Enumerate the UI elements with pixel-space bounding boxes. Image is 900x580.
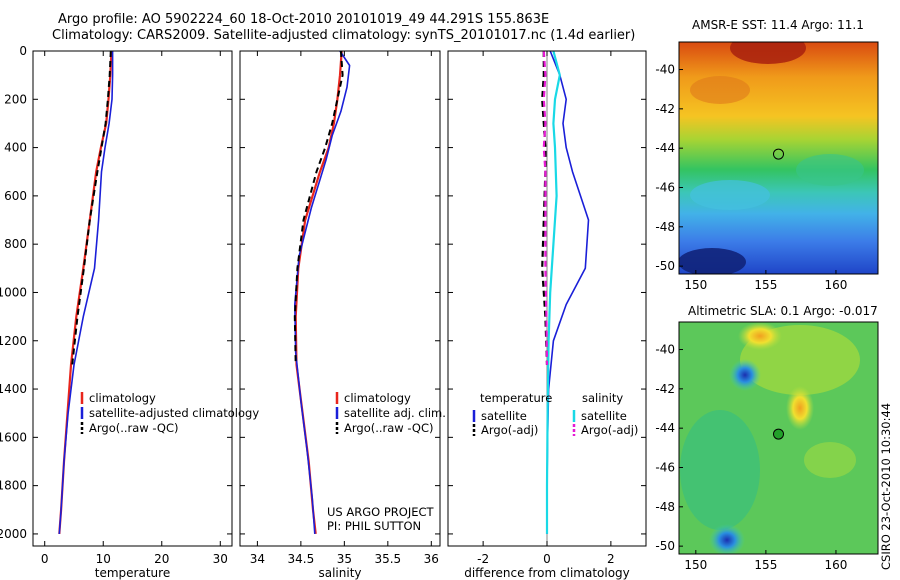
sla-high-eddy	[738, 322, 782, 350]
x-tick-label: 160	[825, 278, 848, 292]
y-tick-label: -42	[655, 382, 675, 396]
x-tick-label: 10	[96, 552, 111, 566]
argo-position-marker	[773, 428, 784, 440]
sst-map-axes: 150 155 160 -40 -42 -44 -46 -48 -50	[655, 41, 879, 292]
sst-map	[679, 42, 878, 274]
axes-frame	[32, 50, 233, 547]
legend-label: Argo(..raw -QC)	[89, 421, 179, 435]
sla-map-axes: 150 155 160 -40 -42 -44 -46 -48 -50	[655, 321, 879, 572]
sst-warm-patch	[690, 76, 750, 104]
x-tick-label: 35	[337, 552, 352, 566]
x-tick-label: 150	[684, 558, 707, 572]
sla-high-eddy	[786, 386, 814, 430]
legend-label: satellite	[481, 409, 527, 423]
y-tick-label: -46	[655, 460, 675, 474]
sst-warm-patch	[730, 42, 806, 64]
creation-stamp: CSIRO 23-Oct-2010 10:30:44	[879, 402, 893, 570]
sst-map-title: AMSR-E SST: 11.4 Argo: 11.1	[692, 18, 864, 32]
sla-patch	[804, 442, 856, 478]
figure-title-line1: Argo profile: AO 5902224_60 18-Oct-2010 …	[58, 12, 550, 27]
sla-low-eddy	[729, 359, 761, 391]
y-tick-label: 200	[4, 92, 27, 106]
legend-label: climatology	[344, 391, 411, 405]
temperature-panel: 0 10 20 30 0 200 400 600 800 1000 1200 1400 1600 1800…	[0, 44, 259, 580]
y-tick-label: 800	[4, 237, 27, 251]
x-tick-label: 0	[41, 552, 49, 566]
sst-cyan-patch	[690, 180, 770, 210]
y-tick-label: -42	[655, 102, 675, 116]
x-tick-label: 155	[754, 558, 777, 572]
y-tick-label: -44	[655, 141, 675, 155]
legend-label: satellite adj. clim.	[344, 406, 446, 420]
y-tick-label: -48	[655, 500, 675, 514]
x-tick-label: 150	[684, 278, 707, 292]
sst-green-patch	[796, 154, 864, 186]
x-tick-label: 160	[825, 558, 848, 572]
argo-position-marker	[773, 148, 784, 160]
y-tick-label: 0	[19, 44, 27, 58]
figure-title-line2: Climatology: CARS2009. Satellite-adjuste…	[52, 28, 636, 43]
map-frame	[678, 41, 879, 275]
legend-label: Argo(..raw -QC)	[344, 421, 434, 435]
x-axis-label: salinity	[318, 566, 361, 580]
legend-label: satellite-adjusted climatology	[89, 406, 259, 420]
x-tick-label: 34	[250, 552, 265, 566]
series-line-satellite-adj-clim-	[293, 50, 351, 534]
y-tick-label: 1400	[0, 382, 27, 396]
y-tick-label: -46	[655, 180, 675, 194]
y-tick-label: -40	[655, 343, 675, 357]
map-frame	[678, 321, 879, 555]
y-tick-label: 2000	[0, 527, 27, 541]
series-line-salinity-satellite	[545, 50, 561, 534]
sla-map-title: Altimetric SLA: 0.1 Argo: -0.017	[688, 304, 878, 318]
x-tick-label: -2	[477, 552, 489, 566]
legend-label: Argo(-adj)	[581, 423, 638, 437]
y-tick-label: 400	[4, 141, 27, 155]
x-tick-label: 30	[213, 552, 228, 566]
x-tick-label: 34.5	[288, 552, 315, 566]
legend-header: temperature	[480, 391, 552, 405]
legend-label: Argo(-adj)	[481, 423, 538, 437]
series-line-satellite-adjusted-climatology	[58, 51, 114, 534]
y-tick-label: -50	[655, 539, 675, 553]
legend-header: salinity	[582, 391, 623, 405]
series-line-salinity-argo-adj-	[542, 50, 549, 365]
x-tick-label: 155	[754, 278, 777, 292]
legend-label: satellite	[581, 409, 627, 423]
y-tick-label: -44	[655, 421, 675, 435]
project-line1: US ARGO PROJECT	[327, 505, 434, 519]
y-tick-label: 1600	[0, 430, 27, 444]
y-tick-label: 1800	[0, 479, 27, 493]
sst-cold-patch	[679, 248, 746, 274]
x-axis-label: temperature	[95, 566, 170, 580]
series-line-temperature-argo-adj-	[541, 51, 549, 365]
series-line-climatology	[294, 50, 343, 535]
y-tick-label: -48	[655, 220, 675, 234]
salinity-panel: 34 34.5 35 35.5 36 salinity climatologysatelli…	[239, 50, 446, 580]
y-tick-label: -50	[655, 259, 675, 273]
sla-map	[679, 322, 878, 554]
y-tick-label: 1200	[0, 334, 27, 348]
x-tick-label: 36	[424, 552, 439, 566]
y-tick-label: 600	[4, 189, 27, 203]
x-tick-label: 2	[607, 552, 615, 566]
axes-frame	[239, 50, 441, 547]
x-tick-label: 20	[154, 552, 169, 566]
sla-low-eddy	[709, 524, 745, 554]
x-tick-label: 0	[543, 552, 551, 566]
y-tick-label: 1000	[0, 285, 27, 299]
project-line2: PI: PHIL SUTTON	[327, 519, 422, 533]
x-axis-label: difference from climatology	[464, 566, 630, 580]
series-line-climatology	[58, 50, 113, 534]
series-line-argo-raw-qc-	[71, 50, 112, 366]
sla-patch	[680, 410, 760, 530]
legend-label: climatology	[89, 391, 156, 405]
x-tick-label: 35.5	[374, 552, 401, 566]
series-line-argo-raw-qc-	[293, 50, 344, 365]
y-tick-label: -40	[655, 63, 675, 77]
